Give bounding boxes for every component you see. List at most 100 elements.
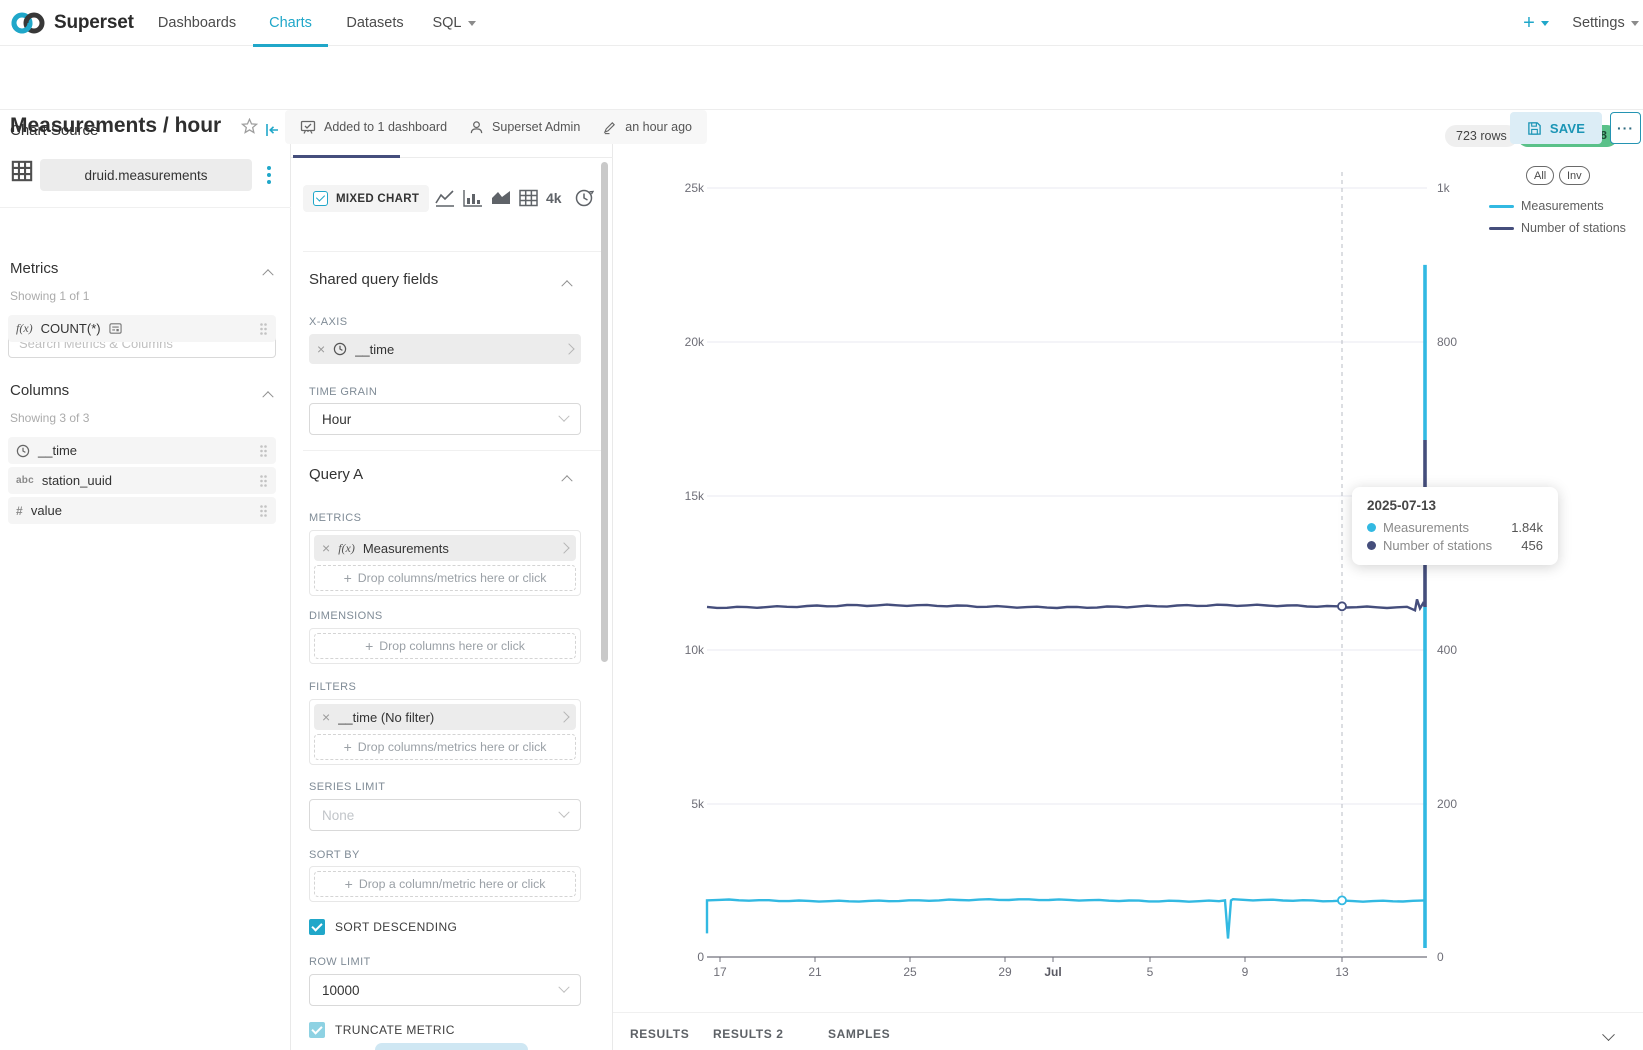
metrics-dropzone[interactable]: + Drop columns/metrics here or click [314,565,576,591]
plus-icon: + [344,876,353,892]
x-axis-label: X-AXIS [309,316,348,328]
settings-menu[interactable]: Settings [1568,0,1643,46]
expand-icon[interactable] [558,542,570,554]
columns-showing-count: Showing 3 of 3 [10,411,90,425]
legend-select-all-button[interactable]: All [1526,166,1555,185]
y-axis-left-tick: 25k [684,181,704,195]
big-number-icon[interactable]: 4k [546,190,562,206]
dataset-options-icon[interactable] [263,162,275,188]
x-axis-tick: 29 [998,965,1012,979]
dashboard-icon [300,120,316,134]
x-axis-tick: 5 [1146,965,1154,979]
sort-by-dropzone[interactable]: + Drop a column/metric here or click [314,871,576,897]
y-axis-right-tick: 0 [1437,950,1444,964]
tab-samples[interactable]: SAMPLES [828,1027,891,1041]
x-axis-tick: 21 [808,965,822,979]
chart-canvas[interactable] [613,110,1643,980]
y-axis-left-tick: 15k [684,489,704,503]
columns-section-title: Columns [10,382,70,399]
remove-icon[interactable]: × [322,709,331,725]
table-chart-icon[interactable] [518,188,539,213]
y-axis-right-tick: 800 [1437,335,1458,349]
sort-descending-checkbox[interactable] [309,919,325,935]
time-pivot-icon[interactable] [574,188,595,213]
collapse-results-icon[interactable] [1602,1028,1615,1047]
nav-charts[interactable]: Charts [253,0,328,47]
filter-chip-time[interactable]: × __time (No filter) [314,704,576,730]
chart-owner[interactable]: Superset Admin [469,120,580,135]
row-limit-label: ROW LIMIT [309,956,371,968]
more-options-button[interactable]: ··· [1610,112,1641,144]
metrics-section-title: Metrics [10,260,59,277]
drag-handle-icon[interactable] [259,474,268,488]
metric-item-count[interactable]: f(x) COUNT(*) [8,315,276,342]
row-count-badge: 723 rows [1445,125,1518,147]
shared-query-fields-title: Shared query fields [309,271,439,288]
x-axis-chip[interactable]: × __time [309,334,581,364]
divider [0,207,291,208]
expand-icon[interactable] [563,343,575,355]
caret-down-icon [467,20,476,26]
y-axis-right-tick: 400 [1437,643,1458,657]
panel-scrollbar[interactable] [601,162,608,662]
expand-icon[interactable] [558,711,570,723]
collapse-panel-icon[interactable] [264,122,280,143]
dimensions-label: DIMENSIONS [309,610,383,622]
nav-datasets[interactable]: Datasets [346,15,404,31]
legend-item-stations[interactable]: Number of stations [1521,221,1626,235]
dashboards-count[interactable]: Added to 1 dashboard [300,119,447,135]
truncate-metric-checkbox[interactable] [309,1022,325,1038]
dimensions-dropzone[interactable]: + Drop columns here or click [314,633,576,659]
dimensions-group: + Drop columns here or click [309,628,581,664]
save-button[interactable]: SAVE [1510,112,1602,144]
x-axis-tick: 9 [1241,965,1249,979]
collapse-query-icon[interactable] [561,475,573,487]
line-chart-icon[interactable] [434,188,456,213]
chart-tooltip: 2025-07-13 Measurements 1.84k Number of … [1352,487,1558,565]
drag-handle-icon[interactable] [259,504,268,518]
remove-icon[interactable]: × [322,540,331,556]
function-icon: f(x) [16,321,33,335]
drag-handle-icon[interactable] [259,444,268,458]
nav-sql[interactable]: SQL [425,0,483,46]
time-grain-select[interactable]: Hour [309,403,581,435]
partial-tooltip-box [375,1043,528,1050]
last-modified[interactable]: an hour ago [602,120,692,135]
truncate-metric-row: TRUNCATE METRIC [309,1022,455,1038]
checkbox-checked-icon [313,191,328,206]
row-limit-select[interactable]: 10000 [309,974,581,1006]
legend-swatch-measurements [1489,205,1514,208]
tab-results-2[interactable]: RESULTS 2 [713,1027,784,1041]
bar-chart-icon[interactable] [462,188,484,213]
column-item-time[interactable]: __time [8,437,276,464]
filters-dropzone[interactable]: + Drop columns/metrics here or click [314,734,576,760]
chevron-down-icon [558,981,570,993]
collapse-metrics-icon[interactable] [262,269,274,281]
column-item-value[interactable]: # value [8,497,276,524]
new-item-button[interactable]: + [1518,0,1554,46]
sort-descending-row: SORT DESCENDING [309,919,457,935]
collapse-columns-icon[interactable] [262,391,274,403]
user-icon [470,120,483,133]
divider [303,251,601,252]
series-dot-icon [1367,541,1376,550]
legend-item-measurements[interactable]: Measurements [1521,199,1604,213]
metric-chip-measurements[interactable]: × f(x) Measurements [314,535,576,561]
dataset-chip[interactable]: druid.measurements [40,159,252,191]
drag-handle-icon[interactable] [259,322,268,336]
superset-logo[interactable]: Superset [10,0,134,46]
tab-results[interactable]: RESULTS [630,1027,690,1041]
collapse-shared-icon[interactable] [561,280,573,292]
area-chart-icon[interactable] [490,188,512,213]
time-grain-label: TIME GRAIN [309,386,378,398]
nav-dashboards[interactable]: Dashboards [157,15,237,31]
series-limit-select[interactable]: None [309,799,581,831]
chevron-down-icon [558,806,570,818]
viz-type-mixed-chart[interactable]: MIXED CHART [303,185,430,212]
column-item-station-uuid[interactable]: abc station_uuid [8,467,276,494]
remove-icon[interactable]: × [317,341,326,357]
legend-invert-button[interactable]: Inv [1559,166,1590,185]
plus-icon: + [365,638,374,654]
favorite-star-icon[interactable] [240,117,259,140]
